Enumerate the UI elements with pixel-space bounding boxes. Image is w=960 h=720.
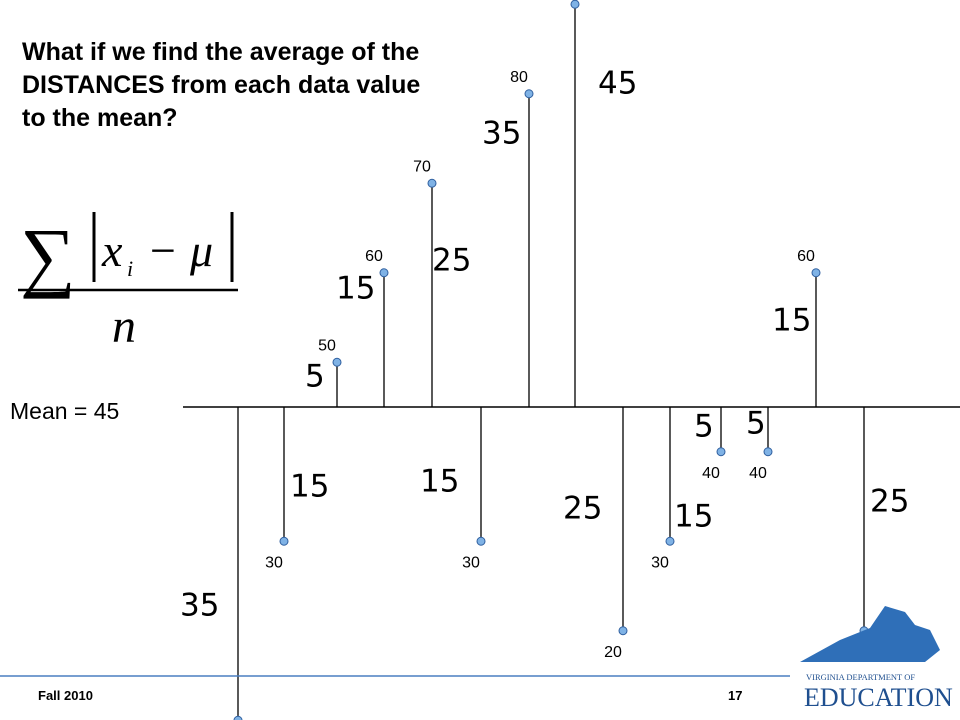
value-label: 70 — [413, 158, 431, 175]
logo-map — [800, 606, 940, 662]
footer-page: 17 — [728, 688, 742, 703]
distance-label: 35 — [180, 588, 219, 624]
value-label: 30 — [462, 554, 480, 571]
value-label: 30 — [651, 554, 669, 571]
formula-x: x — [101, 225, 123, 276]
mean-label: Mean = 45 — [10, 398, 119, 424]
distance-label: 15 — [772, 303, 811, 339]
point — [279, 536, 289, 546]
value-label: 20 — [604, 644, 622, 661]
point — [379, 268, 389, 278]
formula-i: i — [127, 256, 133, 281]
point — [570, 0, 580, 9]
formula-mu: μ — [189, 225, 213, 276]
point — [763, 447, 773, 457]
value-label: 30 — [265, 554, 283, 571]
point — [427, 178, 437, 188]
distance-label: 15 — [420, 464, 459, 500]
value-label: 80 — [510, 69, 528, 86]
distance-label: 25 — [870, 484, 909, 520]
value-label: 40 — [702, 465, 720, 482]
mean-label-text: Mean = — [10, 398, 87, 424]
distance-label: 15 — [336, 271, 375, 307]
value-label: 60 — [365, 248, 383, 265]
question: What if we find the average of the DISTA… — [22, 38, 421, 132]
distance-label: 35 — [482, 116, 521, 152]
logo-top: VIRGINIA DEPARTMENT OF — [806, 672, 915, 682]
distance-label: 15 — [674, 499, 713, 535]
formula-n: n — [112, 300, 136, 353]
distance-label: 15 — [290, 469, 329, 505]
value-label: 60 — [797, 248, 815, 265]
distance-label: 25 — [563, 491, 602, 527]
point — [476, 536, 486, 546]
distance-label: 5 — [694, 409, 714, 445]
mean-value: 45 — [94, 398, 120, 424]
value-label: 50 — [318, 337, 336, 354]
distance-label: 5 — [746, 406, 766, 442]
distance-label: 25 — [432, 243, 471, 279]
logo-bottom: EDUCATION — [804, 683, 953, 712]
point — [524, 89, 534, 99]
point — [618, 626, 628, 636]
point — [665, 536, 675, 546]
formula: ∑ x i − μ n — [18, 212, 238, 353]
formula-minus: − — [150, 225, 176, 276]
point — [716, 447, 726, 457]
point — [811, 268, 821, 278]
value-label: 40 — [749, 465, 767, 482]
point — [233, 715, 243, 720]
logo: VIRGINIA DEPARTMENT OF EDUCATION — [800, 606, 953, 712]
footer-term: Fall 2010 — [38, 688, 93, 703]
point — [332, 357, 342, 367]
distance-label: 5 — [305, 359, 325, 395]
formula-sum: ∑ — [20, 212, 76, 299]
distance-label: 45 — [598, 66, 637, 102]
